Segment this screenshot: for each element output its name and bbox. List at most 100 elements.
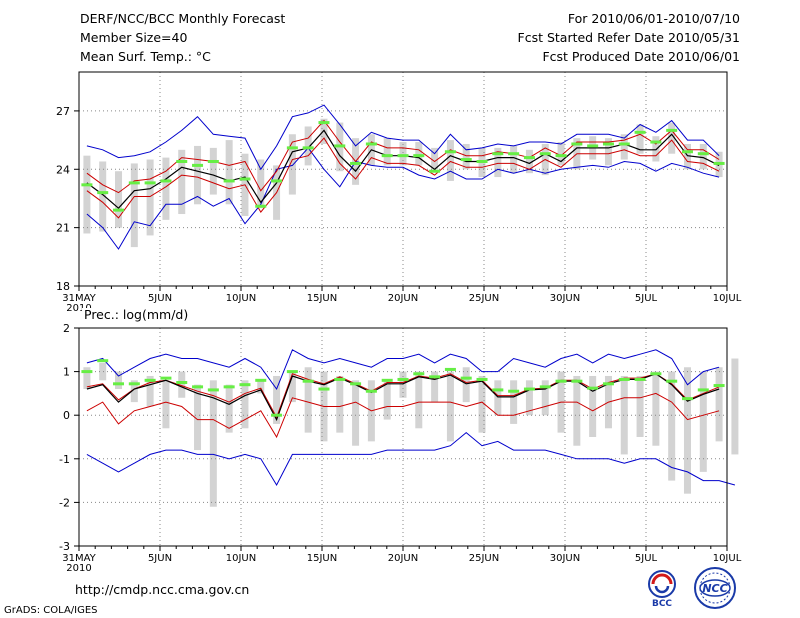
ensemble-range-bar [83, 367, 91, 390]
observed-marker [602, 382, 614, 386]
ensemble-range-bar [273, 375, 281, 424]
x-tick-label: 5JUL [635, 553, 658, 564]
observed-marker [255, 378, 267, 382]
ensemble-range-bar [99, 161, 107, 232]
chart-title: DERF/NCC/BCC Monthly Forecast [80, 11, 286, 26]
plus-std-line [86, 373, 720, 419]
ensemble-range-bar [304, 126, 312, 166]
plus-std-line [86, 119, 720, 194]
observed-marker [571, 142, 583, 146]
ensemble-range-bar [225, 140, 233, 205]
grads-credit: GrADS: COLA/IGES [4, 605, 98, 616]
ensemble-range-bar [304, 367, 312, 433]
ensemble-range-bar [494, 147, 502, 178]
x-tick-label: 30JUN [550, 293, 580, 304]
observed-marker [365, 389, 377, 393]
observed-marker [666, 379, 678, 383]
ensemble-range-bar [130, 380, 138, 403]
observed-marker [508, 389, 520, 393]
observed-marker [650, 372, 662, 376]
y-tick-label: 0 [63, 409, 70, 422]
observed-marker [460, 376, 472, 380]
ensemble-range-bar [383, 380, 391, 420]
observed-marker [444, 367, 456, 371]
ensemble-range-bar [731, 358, 739, 455]
observed-marker [350, 161, 362, 165]
observed-marker [413, 154, 425, 158]
ensemble-range-bar [557, 142, 565, 166]
observed-marker [160, 179, 172, 183]
observed-marker [571, 379, 583, 383]
ensemble-range-bar [130, 163, 138, 248]
observed-marker [681, 397, 693, 401]
observed-marker [713, 161, 725, 165]
observed-marker [697, 388, 709, 392]
ensemble-range-bar [399, 142, 407, 166]
y-tick-label: 24 [56, 163, 70, 176]
ensemble-range-bar [604, 138, 612, 166]
ensemble-range-bar [431, 371, 439, 403]
max-line [86, 104, 720, 171]
observed-marker [286, 146, 298, 150]
ensemble-range-bar [415, 371, 423, 429]
variable-label: Mean Surf. Temp.: °C [80, 49, 211, 64]
observed-marker [239, 383, 251, 387]
ensemble-range-bar [352, 380, 360, 446]
observed-marker [634, 130, 646, 134]
precip-panel-title: Prec.: log(mm/d) [82, 307, 191, 322]
y-tick-label: 18 [56, 280, 70, 293]
svg-text:BCC: BCC [652, 599, 672, 608]
x-tick-year-label: 2010 [66, 563, 91, 574]
ensemble-range-bar [652, 371, 660, 446]
observed-marker [192, 385, 204, 389]
observed-marker [334, 377, 346, 381]
observed-marker [618, 377, 630, 381]
minus-std-line [86, 392, 720, 439]
observed-marker [302, 379, 314, 383]
ensemble-range-bar [415, 142, 423, 166]
min-line [86, 147, 720, 250]
ensemble-range-bar [573, 375, 581, 446]
observed-marker [681, 150, 693, 154]
ensemble-range-bar [462, 143, 470, 170]
x-tick-label: 5JUL [635, 293, 658, 304]
y-tick-label: -3 [59, 540, 70, 553]
ensemble-range-bar [162, 157, 170, 220]
observed-marker [476, 377, 488, 381]
forecast-period-label: For 2010/06/01-2010/07/10 [567, 11, 740, 26]
observed-marker [523, 387, 535, 391]
x-tick-label: 31MAY [62, 553, 96, 564]
observed-marker [113, 382, 125, 386]
observed-marker [302, 146, 314, 150]
ensemble-range-bar [699, 371, 707, 472]
max-line [86, 349, 720, 391]
observed-marker [207, 159, 219, 163]
ensemble-range-bar [288, 134, 296, 195]
observed-marker [492, 388, 504, 392]
ensemble-range-bar [683, 143, 691, 170]
observed-marker [223, 385, 235, 389]
observed-marker [587, 144, 599, 148]
observed-marker [666, 128, 678, 132]
observed-marker [508, 152, 520, 156]
y-tick-label: -1 [59, 453, 70, 466]
y-tick-label: -2 [59, 496, 70, 509]
observed-marker [429, 169, 441, 173]
observed-marker [144, 378, 156, 382]
ensemble-range-bar [525, 380, 533, 416]
minus-std-line [86, 137, 720, 219]
source-url[interactable]: http://cmdp.ncc.cma.gov.cn [75, 582, 250, 597]
x-tick-label: 25JUN [469, 293, 499, 304]
observed-marker [81, 370, 93, 374]
ensemble-range-bar [462, 367, 470, 403]
ensemble-range-bar [683, 367, 691, 494]
ensemble-range-bar [446, 140, 454, 181]
x-tick-label: 10JUN [226, 553, 256, 564]
svg-text:NCC: NCC [702, 582, 727, 595]
observed-marker [539, 385, 551, 389]
ensemble-range-bar [257, 159, 265, 209]
observed-marker [587, 386, 599, 390]
x-tick-label: 25JUN [469, 553, 499, 564]
